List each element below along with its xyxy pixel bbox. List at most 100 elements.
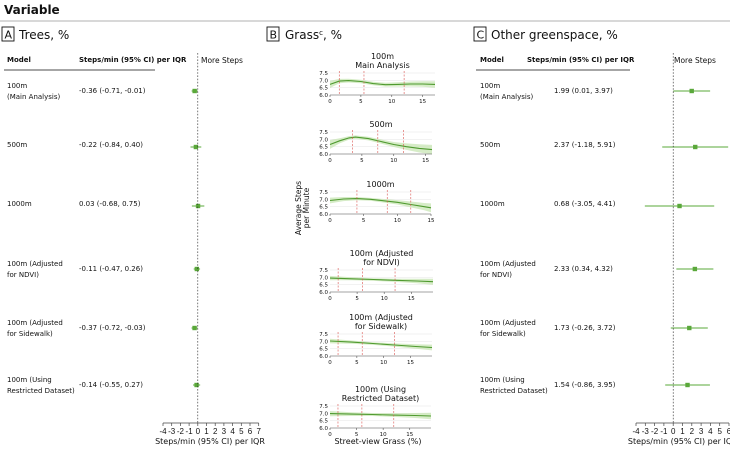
trees-x-tick-label: 7 (256, 427, 261, 436)
other-row-estimate: 2.37 (-1.18, 5.91) (554, 141, 616, 149)
trees-x-tick-label: -1 (186, 427, 194, 436)
grass-y-tick-label: 7.5 (319, 130, 328, 136)
other-row-label: 100m (Using (480, 376, 525, 384)
grass-y-tick-label: 7.5 (319, 268, 328, 274)
other-x-tick-label: 5 (717, 427, 722, 436)
panel-c-col-model: Model (480, 56, 504, 64)
trees-point-estimate (193, 144, 199, 150)
grass-y-tick-label: 6.0 (319, 290, 328, 296)
other-row-estimate: 0.68 (-3.05, 4.41) (554, 200, 616, 208)
other-row-estimate: 1.73 (-0.26, 3.72) (554, 324, 616, 332)
other-x-tick-label: 0 (671, 427, 676, 436)
grass-fit-line (329, 80, 436, 86)
other-row-estimate: 1.54 (-0.86, 3.95) (554, 381, 616, 389)
other-x-axis-label: Steps/min (95% CI) per IQ (628, 437, 730, 446)
grass-y-tick-label: 7.0 (319, 339, 328, 345)
trees-x-tick-label: 1 (204, 427, 209, 436)
grass-panel-title: 100m (Adjusted (350, 249, 414, 258)
other-row-estimate: 1.99 (0.01, 3.97) (554, 87, 613, 95)
panel-a-title: Trees, % (18, 28, 69, 42)
grass-x-tick-label: 5 (355, 432, 359, 438)
panel-c-more-steps: More Steps (674, 56, 716, 65)
grass-ci-band (330, 135, 432, 155)
grass-y-tick-label: 7.5 (319, 332, 328, 338)
other-x-tick-label: -4 (632, 427, 640, 436)
grass-fit-line (329, 198, 432, 209)
grass-fit-line (329, 413, 432, 417)
other-point-estimate (693, 144, 698, 150)
trees-row-estimate: -0.22 (-0.84, 0.40) (79, 141, 143, 149)
panel-b-letter-box (266, 26, 280, 42)
other-row-label: 100m (480, 82, 500, 90)
other-x-tick-label: -1 (660, 427, 668, 436)
trees-point-estimate (192, 88, 197, 94)
grass-y-tick-label: 7.0 (319, 137, 328, 143)
grass-fit-line (329, 340, 433, 349)
other-row-label: 100m (Adjusted (480, 319, 536, 327)
other-point-estimate (687, 325, 692, 331)
other-row-label-2: Restricted Dataset) (480, 387, 548, 395)
grass-y-tick-label: 7.5 (319, 71, 328, 77)
grass-y-tick-label: 6.5 (319, 145, 328, 151)
grass-x-tick-label: 0 (328, 158, 332, 164)
grass-x-tick-label: 0 (328, 360, 332, 366)
grass-y-tick-label: 6.0 (319, 93, 328, 99)
panel-a-letter: A (5, 29, 13, 42)
panel-b-ylabel-1: Average Steps (294, 181, 303, 235)
figure-title: Variable (4, 3, 60, 17)
other-x-tick-label: -2 (651, 427, 659, 436)
grass-y-tick-label: 7.0 (319, 411, 328, 417)
grass-panel-title: 100m (Using (355, 385, 406, 394)
other-row-estimate: 2.33 (0.34, 4.32) (554, 265, 613, 273)
grass-y-tick-label: 6.0 (319, 152, 328, 158)
other-row-label: 500m (480, 141, 500, 149)
grass-y-tick-label: 7.0 (319, 197, 328, 203)
grass-panel-title: 500m (369, 120, 392, 129)
panel-c-title: Other greenspace, % (491, 28, 618, 42)
panel-a-more-steps: More Steps (201, 56, 243, 65)
trees-x-tick-label: -2 (177, 427, 185, 436)
grass-x-tick-label: 10 (381, 296, 388, 302)
grass-x-tick-label: 10 (380, 432, 387, 438)
grass-panel-title: 100m (371, 52, 394, 61)
grass-x-tick-label: 5 (359, 99, 363, 105)
trees-row-label-2: Restricted Dataset) (7, 387, 75, 395)
trees-row-label-2: (Main Analysis) (7, 93, 61, 101)
grass-x-tick-label: 0 (328, 218, 332, 224)
grass-y-tick-label: 7.0 (319, 275, 328, 281)
grass-y-tick-label: 6.5 (319, 347, 328, 353)
grass-y-tick-label: 6.5 (319, 419, 328, 425)
grass-x-tick-label: 5 (355, 360, 359, 366)
trees-point-estimate (192, 325, 197, 331)
trees-row-label: 1000m (7, 200, 32, 208)
grass-x-tick-label: 0 (328, 99, 332, 105)
grass-fit-line (329, 277, 434, 283)
other-point-estimate (692, 266, 698, 272)
trees-row-label: 100m (Adjusted (7, 319, 63, 327)
grass-x-tick-label: 10 (394, 218, 401, 224)
grass-x-tick-label: 15 (408, 296, 415, 302)
panel-b-title-suffix: , % (323, 28, 342, 42)
trees-row-label-2: for NDVI) (7, 271, 39, 279)
grass-panel-subtitle: Main Analysis (355, 61, 410, 70)
grass-x-tick-label: 15 (428, 218, 435, 224)
trees-row-estimate: -0.36 (-0.71, -0.01) (79, 87, 146, 95)
trees-row-label: 100m (Using (7, 376, 52, 384)
trees-x-axis-label: Steps/min (95% CI) per IQR (155, 437, 265, 446)
grass-x-tick-label: 5 (362, 218, 366, 224)
panel-c-col-est: Steps/min (95% CI) per IQR (527, 56, 635, 64)
trees-x-tick-label: 5 (239, 427, 244, 436)
panel-b-ylabel-2: per Minute (302, 187, 311, 228)
trees-point-estimate (194, 382, 199, 388)
trees-point-estimate (194, 266, 200, 272)
panel-c-letter: C (477, 29, 485, 42)
other-x-tick-label: 6 (727, 427, 730, 436)
panel-a-col-model: Model (7, 56, 31, 64)
panel-b-letter: B (270, 29, 278, 42)
grass-x-tick-label: 10 (388, 99, 395, 105)
grass-panel-title: 1000m (366, 180, 394, 189)
trees-point-estimate (195, 203, 201, 209)
grass-x-tick-label: 5 (360, 158, 364, 164)
trees-row-estimate: -0.37 (-0.72, -0.03) (79, 324, 146, 332)
trees-x-tick-label: -3 (168, 427, 176, 436)
